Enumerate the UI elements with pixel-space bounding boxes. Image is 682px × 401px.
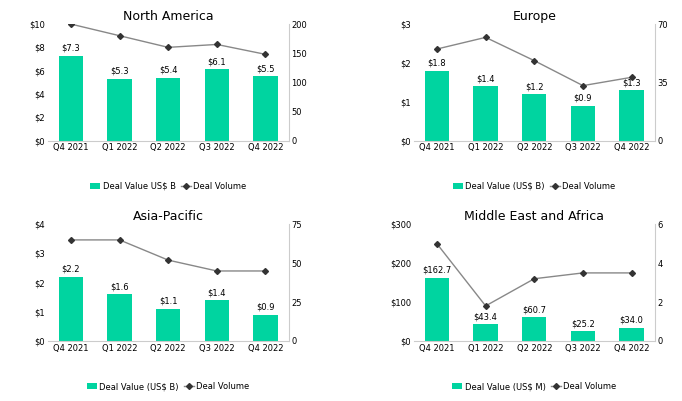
Text: $60.7: $60.7 xyxy=(522,306,546,314)
Text: $1.4: $1.4 xyxy=(477,74,495,83)
Bar xyxy=(571,331,595,341)
Bar xyxy=(571,105,595,140)
Legend: Deal Value (US$ B), Deal Volume: Deal Value (US$ B), Deal Volume xyxy=(87,382,250,391)
Bar xyxy=(205,300,229,341)
Text: $5.3: $5.3 xyxy=(110,67,129,76)
Title: Europe: Europe xyxy=(512,10,557,23)
Bar xyxy=(253,315,278,341)
Text: $1.3: $1.3 xyxy=(622,78,641,87)
Bar xyxy=(619,90,644,140)
Bar xyxy=(473,86,498,140)
Bar xyxy=(425,277,449,341)
Bar xyxy=(107,79,132,140)
Bar xyxy=(156,309,180,341)
Text: $1.8: $1.8 xyxy=(428,59,446,68)
Text: $34.0: $34.0 xyxy=(620,316,644,325)
Bar xyxy=(253,77,278,140)
Title: North America: North America xyxy=(123,10,213,23)
Text: $0.9: $0.9 xyxy=(256,303,275,312)
Text: $1.4: $1.4 xyxy=(207,288,226,297)
Title: Asia-Pacific: Asia-Pacific xyxy=(133,210,204,223)
Bar xyxy=(522,317,546,341)
Text: $1.2: $1.2 xyxy=(525,82,544,91)
Text: $7.3: $7.3 xyxy=(61,44,80,53)
Legend: Deal Value US$ B, Deal Volume: Deal Value US$ B, Deal Volume xyxy=(90,182,246,191)
Text: $2.2: $2.2 xyxy=(61,265,80,274)
Bar xyxy=(425,71,449,140)
Text: $0.9: $0.9 xyxy=(574,94,592,103)
Bar xyxy=(59,55,83,140)
Legend: Deal Value (US$ B), Deal Volume: Deal Value (US$ B), Deal Volume xyxy=(453,182,616,191)
Title: Middle East and Africa: Middle East and Africa xyxy=(464,210,604,223)
Text: $6.1: $6.1 xyxy=(207,58,226,67)
Bar xyxy=(205,69,229,140)
Text: $1.1: $1.1 xyxy=(159,297,177,306)
Legend: Deal Value (US$ M), Deal Volume: Deal Value (US$ M), Deal Volume xyxy=(452,382,617,391)
Text: $1.6: $1.6 xyxy=(110,282,129,292)
Text: $43.4: $43.4 xyxy=(474,312,498,321)
Text: $5.4: $5.4 xyxy=(159,66,177,75)
Bar xyxy=(619,328,644,341)
Bar xyxy=(59,277,83,341)
Text: $162.7: $162.7 xyxy=(422,266,451,275)
Bar xyxy=(473,324,498,341)
Bar xyxy=(156,78,180,140)
Bar xyxy=(107,294,132,341)
Text: $25.2: $25.2 xyxy=(571,319,595,328)
Text: $5.5: $5.5 xyxy=(256,65,275,73)
Bar xyxy=(522,94,546,140)
